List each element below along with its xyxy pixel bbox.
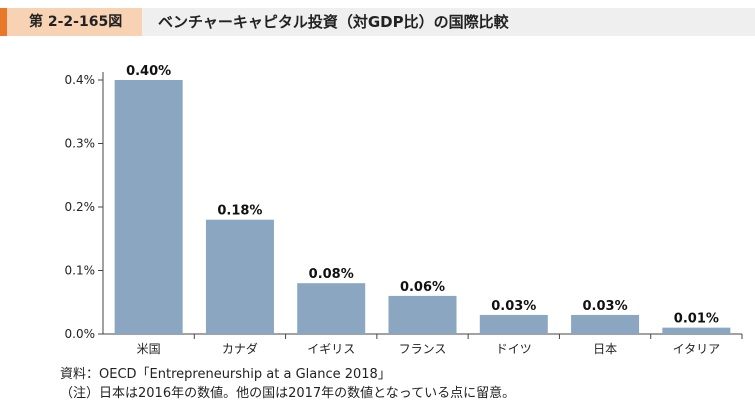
y-tick-label: 0.3% — [65, 137, 96, 151]
x-tick-label: 米国 — [137, 342, 161, 356]
x-tick-label: フランス — [399, 342, 447, 356]
source-note: 資料：OECD「Entrepreneurship at a Glance 201… — [60, 367, 391, 382]
bar — [662, 327, 731, 334]
data-label: 0.40% — [126, 64, 171, 79]
header-accent-bar — [0, 8, 7, 36]
data-label: 0.01% — [674, 312, 719, 327]
y-tick-label: 0.4% — [65, 73, 96, 87]
figure-label: 第 2-2-165図 — [7, 8, 142, 36]
data-label: 0.03% — [583, 299, 628, 314]
bar — [297, 283, 366, 334]
data-label: 0.18% — [217, 204, 262, 219]
bar — [205, 219, 274, 334]
bar — [479, 314, 548, 334]
bar — [571, 314, 640, 334]
y-tick-label: 0.0% — [65, 327, 96, 341]
data-label: 0.06% — [400, 280, 445, 295]
bar — [388, 295, 457, 334]
chart-notes: 資料：OECD「Entrepreneurship at a Glance 201… — [60, 365, 515, 403]
figure-header: 第 2-2-165図 ベンチャーキャピタル投資（対GDP比）の国際比較 — [0, 8, 755, 36]
x-tick-label: 日本 — [593, 342, 617, 356]
footnote: （注）日本は2016年の数値。他の国は2017年の数値となっている点に留意。 — [60, 386, 516, 401]
y-tick-label: 0.1% — [65, 264, 96, 278]
bar — [114, 80, 183, 334]
x-tick-label: イギリス — [307, 342, 355, 356]
data-label: 0.08% — [309, 267, 354, 282]
x-tick-label: イタリア — [673, 342, 721, 356]
x-tick-label: ドイツ — [496, 342, 532, 356]
figure-title: ベンチャーキャピタル投資（対GDP比）の国際比較 — [158, 13, 509, 31]
y-tick-label: 0.2% — [65, 200, 96, 214]
data-label: 0.03% — [491, 299, 536, 314]
x-tick-label: カナダ — [222, 341, 258, 356]
